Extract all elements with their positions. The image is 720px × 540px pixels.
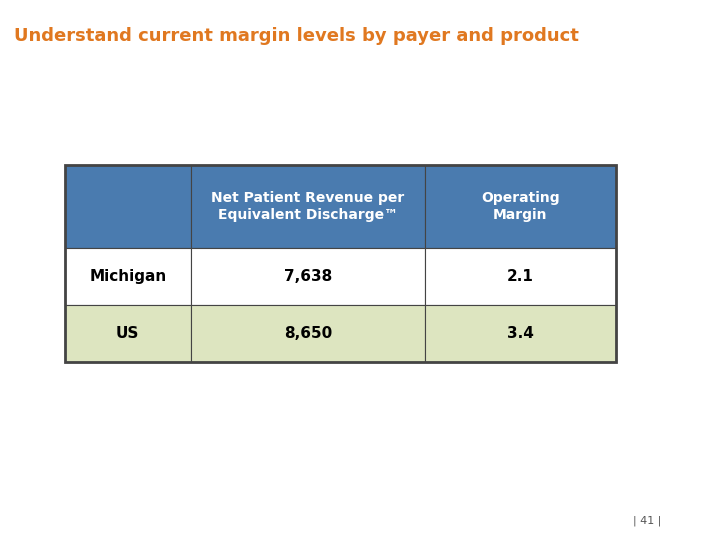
Text: | 41 |: | 41 | (633, 516, 661, 526)
Text: Understand current margin levels by payer and product: Understand current margin levels by paye… (14, 27, 580, 45)
Text: Net Patient Revenue per
Equivalent Discharge™: Net Patient Revenue per Equivalent Disch… (211, 192, 405, 221)
Text: Michigan: Michigan (89, 269, 166, 284)
Text: Achieving meaningful change: Achieving meaningful change (687, 154, 701, 386)
Text: 2.1: 2.1 (507, 269, 534, 284)
Text: 8,650: 8,650 (284, 326, 332, 341)
Text: 7,638: 7,638 (284, 269, 332, 284)
Text: Operating
Margin: Operating Margin (481, 192, 559, 221)
Text: US: US (116, 326, 140, 341)
Text: 3.4: 3.4 (507, 326, 534, 341)
